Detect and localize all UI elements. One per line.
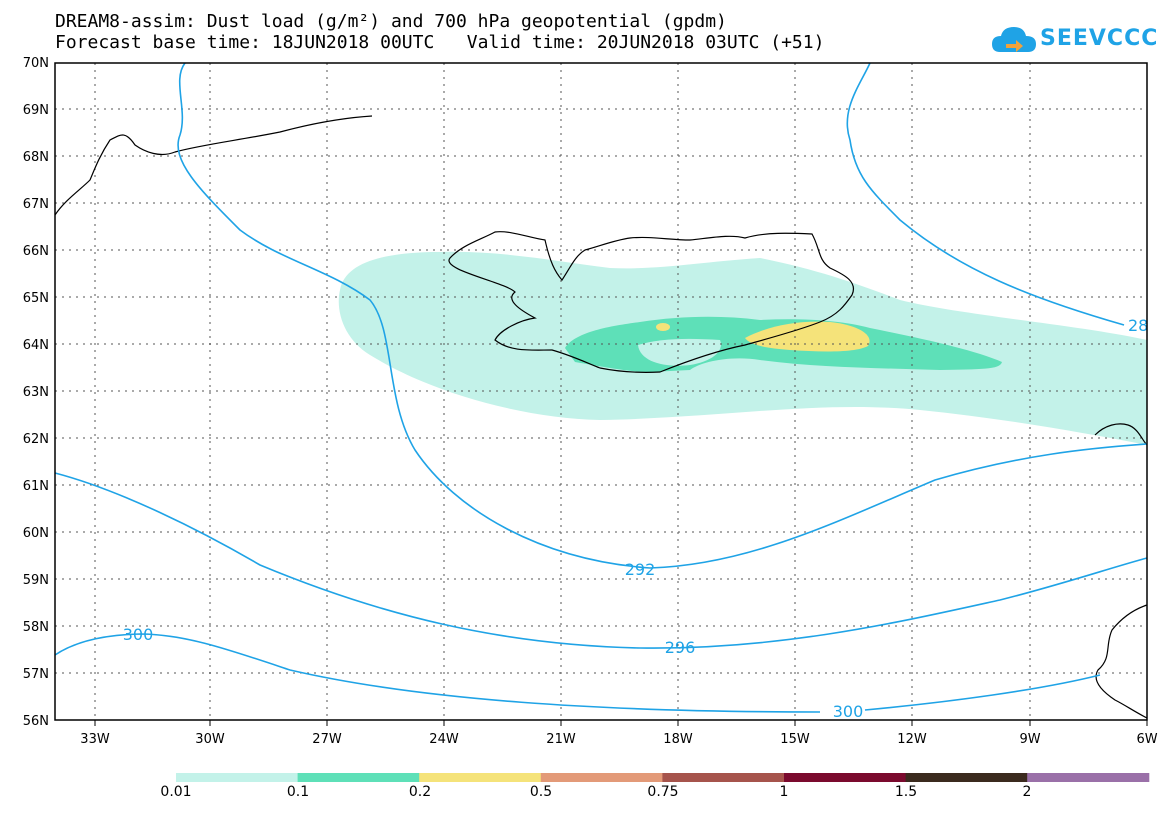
colorbar-label: 0.5: [529, 784, 553, 800]
colorbar-swatch: [419, 773, 542, 782]
greenland-coast: [54, 115, 373, 216]
contour-292: [177, 62, 1148, 569]
colorbar-swatch: [662, 773, 785, 782]
contour-label: 300: [123, 625, 154, 644]
colorbar-label: 1: [779, 784, 789, 800]
lat-label: 67N: [23, 197, 49, 212]
colorbar-swatch: [297, 773, 420, 782]
contour-label: 292: [625, 560, 656, 579]
dust-spot-0.2: [656, 323, 670, 331]
lat-label: 56N: [23, 714, 49, 729]
lon-label: 15W: [780, 732, 810, 747]
lon-label: 18W: [663, 732, 693, 747]
lat-label: 59N: [23, 573, 49, 588]
contour-28: [846, 62, 1125, 326]
contour-label: 28: [1128, 316, 1148, 335]
lat-labels: 70N 69N 68N 67N 66N 65N 64N 63N 62N 61N …: [23, 56, 49, 729]
contour-label: 300: [833, 702, 864, 721]
contour-300-left: [54, 633, 821, 713]
logo-text: SEEVCCC: [1040, 26, 1159, 51]
map-frame: [54, 62, 1148, 721]
lat-label: 65N: [23, 291, 49, 306]
lat-label: 70N: [23, 56, 49, 71]
colorbar-label: 2: [1022, 784, 1032, 800]
lon-label: 30W: [195, 732, 225, 747]
cloud-icon: [992, 27, 1036, 52]
lon-label: 9W: [1019, 732, 1040, 747]
contour-296: [54, 472, 1148, 649]
colorbar-swatch: [905, 773, 1028, 782]
colorbar-label: 1.5: [894, 784, 918, 800]
lat-label: 68N: [23, 150, 49, 165]
iceland-coast: [448, 231, 854, 373]
geopotential-contours: [54, 62, 1148, 713]
lat-label: 66N: [23, 244, 49, 259]
lon-label: 6W: [1136, 732, 1157, 747]
dust-hole-0.01: [638, 338, 721, 366]
coastlines: [54, 115, 1148, 719]
colorbar-label: 0.2: [408, 784, 432, 800]
contour-300-right: [864, 674, 1101, 711]
dust-shading: [338, 251, 1147, 445]
lon-label: 33W: [80, 732, 110, 747]
map-title-line2: Forecast base time: 18JUN2018 00UTC Vali…: [55, 32, 825, 53]
lon-label: 24W: [429, 732, 459, 747]
map-title-line1: DREAM8-assim: Dust load (g/m²) and 700 h…: [55, 11, 727, 32]
seevccc-logo: SEEVCCC: [990, 22, 1160, 58]
colorbar-swatch: [1027, 773, 1150, 782]
lat-label: 57N: [23, 667, 49, 682]
colorbar-label: 0.1: [286, 784, 310, 800]
colorbar-label: 0.75: [647, 784, 679, 800]
lon-label: 27W: [312, 732, 342, 747]
contour-labels: 292 296 300 300 28: [123, 316, 1149, 721]
graticule: [55, 63, 1147, 720]
lat-label: 63N: [23, 385, 49, 400]
contour-label: 296: [665, 638, 696, 657]
lon-labels: 33W 30W 27W 24W 21W 18W 15W 12W 9W 6W: [80, 732, 1157, 747]
lat-label: 62N: [23, 432, 49, 447]
lat-label: 64N: [23, 338, 49, 353]
lat-label: 69N: [23, 103, 49, 118]
scotland-coast: [1095, 604, 1148, 719]
lat-label: 58N: [23, 620, 49, 635]
lon-label: 12W: [897, 732, 927, 747]
lat-label: 61N: [23, 479, 49, 494]
colorbar-label: 0.01: [160, 784, 192, 800]
lat-label: 60N: [23, 526, 49, 541]
colorbar-swatch: [540, 773, 663, 782]
colorbar-swatch: [176, 773, 299, 782]
faroe-coast: [1094, 423, 1148, 446]
colorbar-swatch: [784, 773, 907, 782]
colorbar: [176, 773, 1150, 782]
lon-label: 21W: [546, 732, 576, 747]
